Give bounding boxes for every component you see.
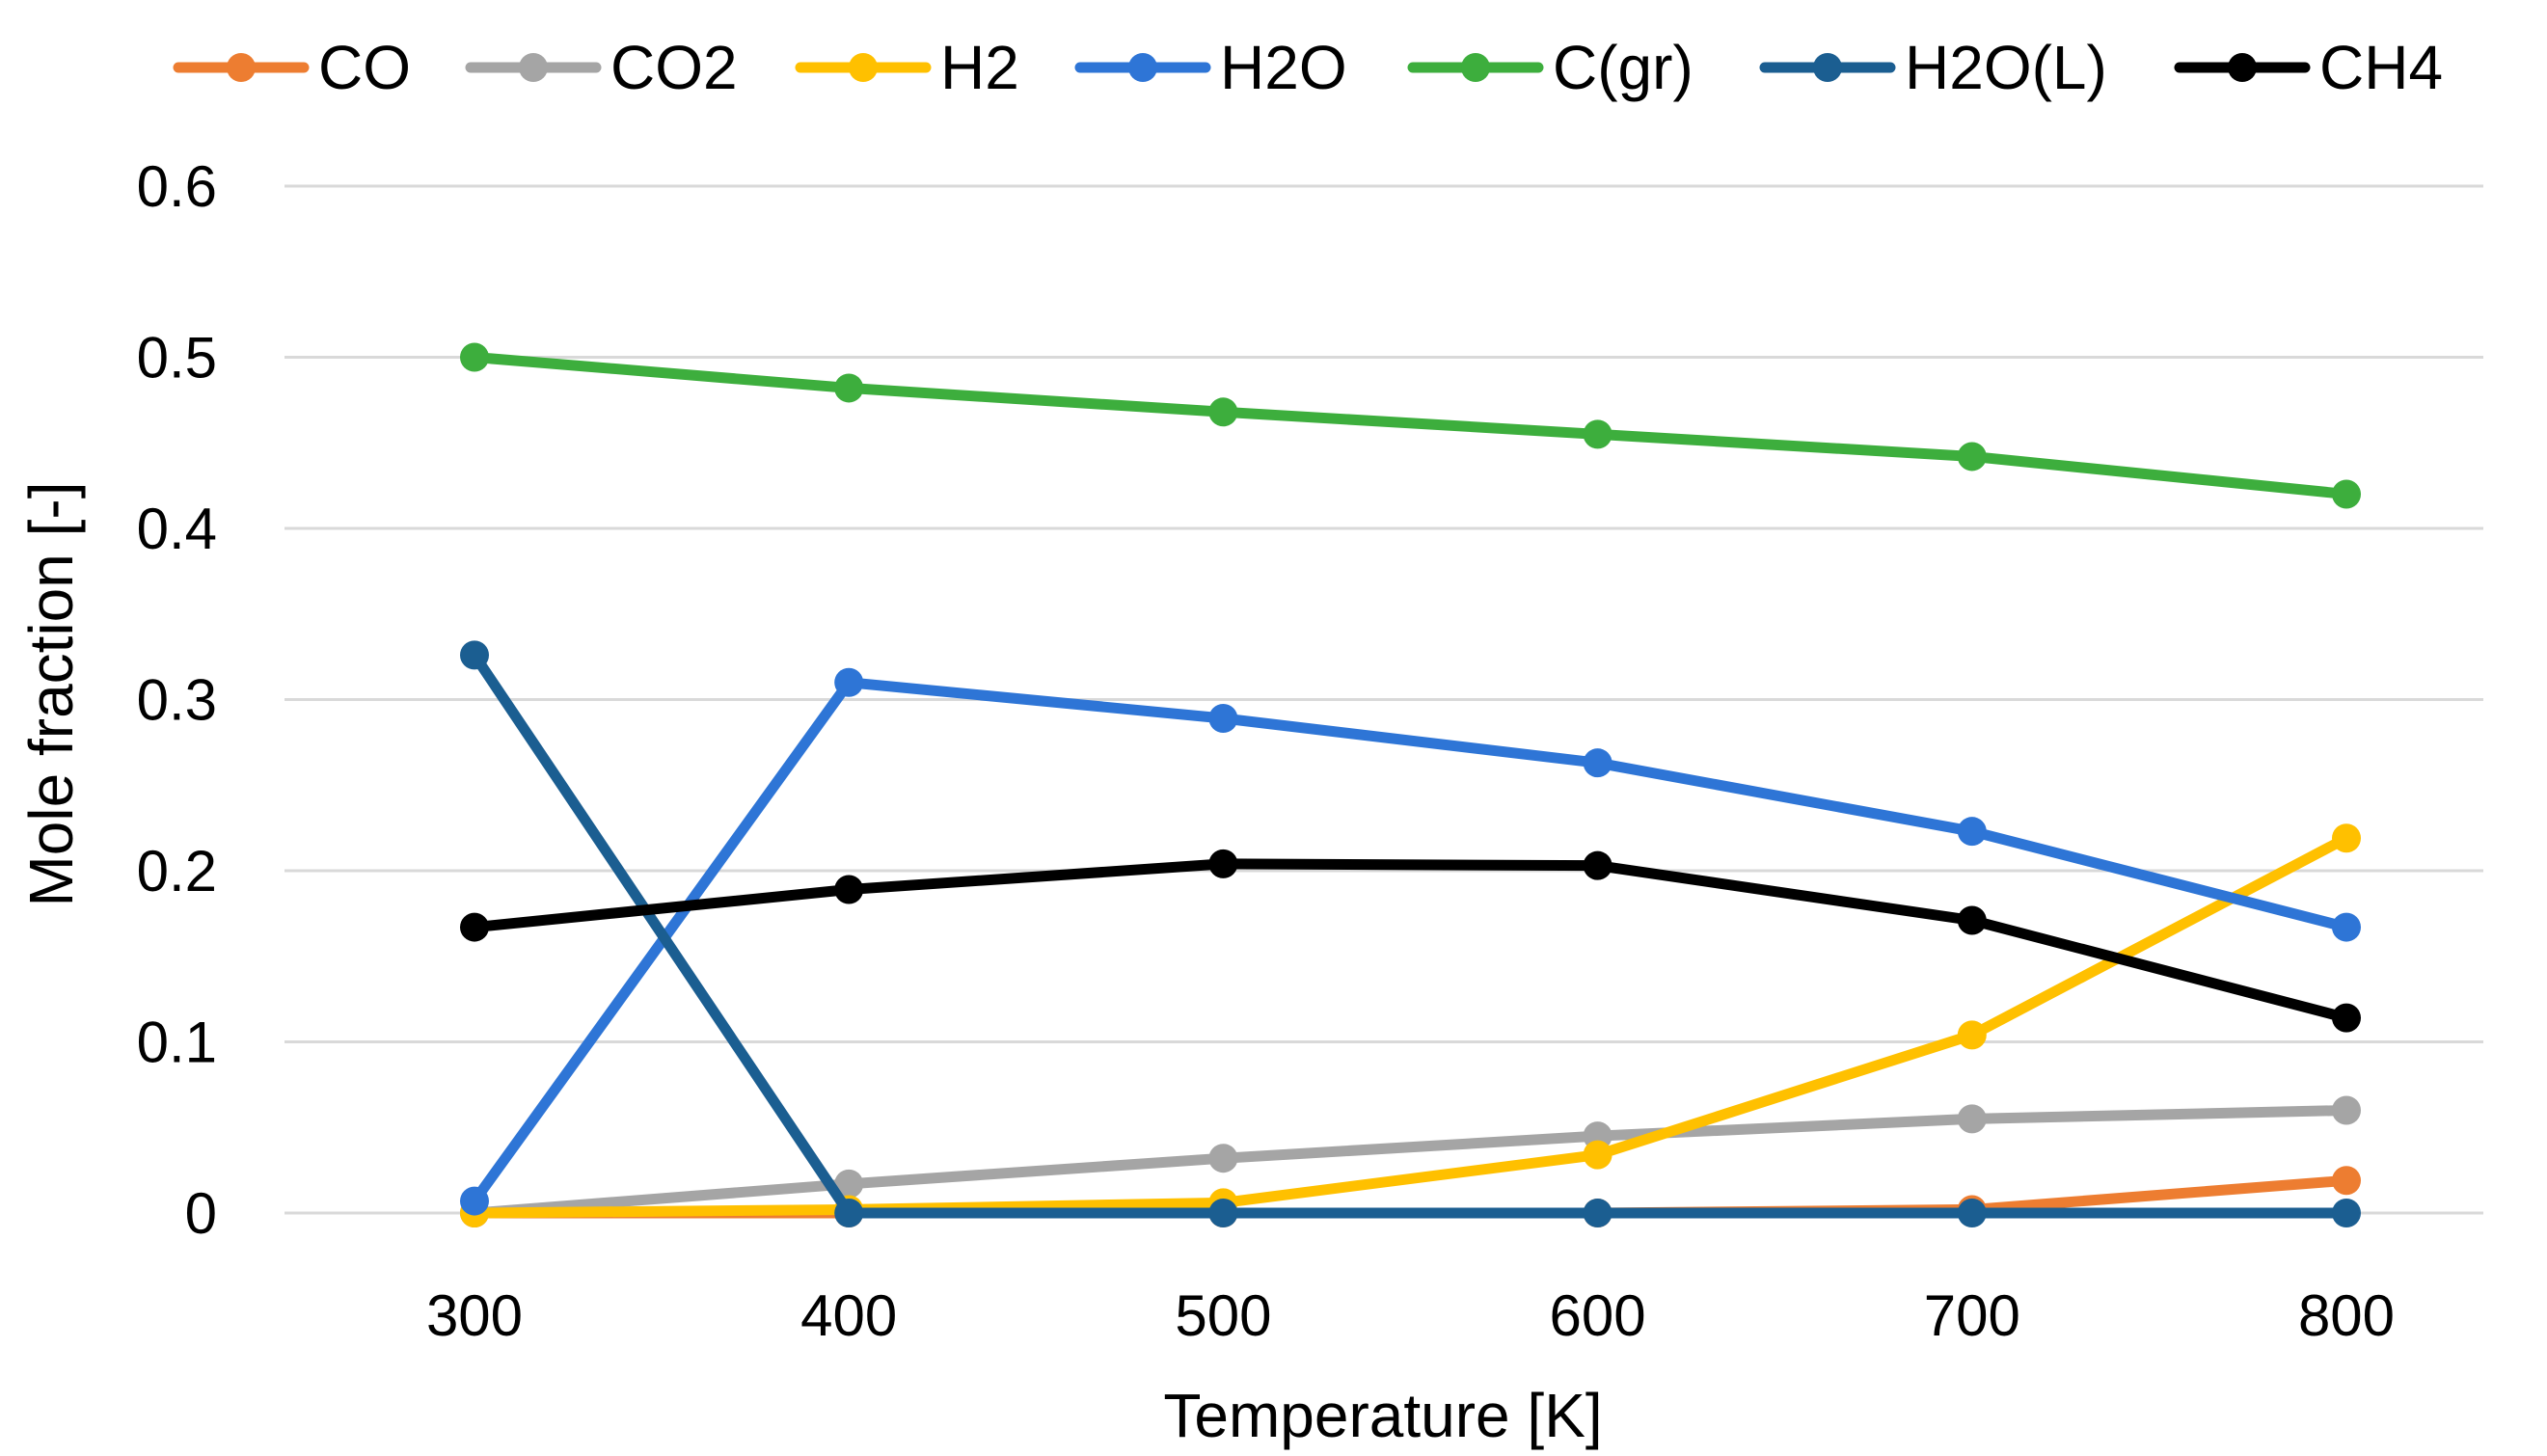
y-axis-title: Mole fraction [-] (16, 481, 86, 906)
y-tick-label: 0.4 (137, 497, 217, 561)
legend-swatch-marker (849, 53, 878, 82)
legend-item-h2: H2 (795, 33, 1019, 102)
data-point-c-gr (834, 373, 864, 403)
data-point-ch4 (834, 875, 864, 904)
legend-swatch-marker (1461, 53, 1490, 82)
gridlines (285, 184, 2483, 1215)
y-tick-label: 0 (185, 1181, 217, 1246)
data-point-co2 (834, 1169, 864, 1199)
legend-swatch-marker (2228, 53, 2257, 82)
x-tick-label: 600 (1550, 1283, 1646, 1348)
data-point-h2o-l (1208, 1199, 1238, 1227)
data-point-h2o-l (1957, 1199, 1987, 1227)
series-c-gr (460, 342, 2361, 509)
series-line-h2o-l (469, 649, 2352, 1219)
data-point-h2o-l (460, 640, 489, 670)
legend-item-h2o: H2O (1074, 33, 1347, 102)
legend-item-h2o-l: H2O(L) (1759, 33, 2107, 102)
series-line-h2o (469, 677, 2352, 1207)
legend-item-ch4: CH4 (2174, 33, 2443, 102)
data-point-co2 (1208, 1144, 1238, 1173)
series-line-co2 (469, 1105, 2352, 1219)
data-point-ch4 (1583, 850, 1612, 880)
x-tick-label: 700 (1924, 1283, 2020, 1348)
data-point-ch4 (1957, 905, 1987, 935)
y-tick-label: 0.5 (137, 326, 217, 391)
data-point-co2 (1957, 1104, 1987, 1134)
data-point-h2 (1957, 1020, 1987, 1050)
legend-item-c-gr: C(gr) (1407, 33, 1693, 102)
legend-swatch-marker (1128, 53, 1157, 82)
legend-label: H2O (1220, 33, 1347, 102)
y-tick-label: 0.1 (137, 1011, 217, 1075)
data-point-h2o (460, 1186, 489, 1216)
legend-swatch-marker (227, 53, 256, 82)
data-point-h2o (1957, 817, 1987, 847)
y-tick-label: 0.2 (137, 839, 217, 903)
data-point-h2o-l (1583, 1199, 1612, 1227)
series-h2 (460, 823, 2361, 1227)
x-tick-label: 400 (800, 1283, 897, 1348)
data-point-h2o (1208, 704, 1238, 734)
x-tick-label: 500 (1175, 1283, 1271, 1348)
legend-swatch-marker (519, 53, 548, 82)
data-point-h2 (2332, 823, 2361, 853)
legend-item-co: CO (173, 33, 411, 102)
y-axis-tick-labels: 0 0.1 0.2 0.3 0.4 0.5 0.6 (137, 154, 217, 1246)
legend-label: H2 (940, 33, 1019, 102)
legend-item-co2: CO2 (465, 33, 738, 102)
series-line-h2 (469, 832, 2352, 1219)
data-point-ch4 (1208, 849, 1238, 878)
series-ch4 (460, 849, 2361, 1033)
series-lines (460, 342, 2361, 1227)
x-axis-tick-labels: 300 400 500 600 700 800 (426, 1283, 2395, 1348)
series-line-c-gr (469, 352, 2352, 499)
x-axis-title: Temperature [K] (1163, 1381, 1602, 1450)
legend-swatch-marker (1813, 53, 1842, 82)
legend: CO CO2 H2 H2O C(gr) H2O(L) CH4 (173, 33, 2443, 102)
data-point-c-gr (2332, 479, 2361, 509)
data-point-co (2332, 1166, 2361, 1196)
series-h2o-l (460, 640, 2361, 1227)
series-h2o (460, 667, 2361, 1216)
data-point-h2o (2332, 912, 2361, 942)
data-point-h2o (1583, 748, 1612, 778)
data-point-h2 (1583, 1140, 1612, 1170)
data-point-h2o (834, 667, 864, 697)
y-tick-label: 0.3 (137, 668, 217, 733)
y-tick-label: 0.6 (137, 154, 217, 219)
data-point-c-gr (1583, 419, 1612, 449)
legend-label: CO (318, 33, 411, 102)
data-point-ch4 (2332, 1003, 2361, 1033)
legend-label: C(gr) (1553, 33, 1693, 102)
data-point-c-gr (460, 342, 489, 372)
data-point-ch4 (460, 912, 489, 942)
x-tick-label: 800 (2298, 1283, 2395, 1348)
data-point-h2o-l (834, 1199, 864, 1227)
data-point-c-gr (1957, 442, 1987, 472)
legend-label: CH4 (2319, 33, 2443, 102)
data-point-co2 (2332, 1095, 2361, 1125)
data-point-h2o-l (2332, 1199, 2361, 1227)
data-point-c-gr (1208, 397, 1238, 427)
series-line-ch4 (469, 858, 2352, 1024)
x-tick-label: 300 (426, 1283, 523, 1348)
legend-label: CO2 (610, 33, 738, 102)
legend-label: H2O(L) (1905, 33, 2107, 102)
